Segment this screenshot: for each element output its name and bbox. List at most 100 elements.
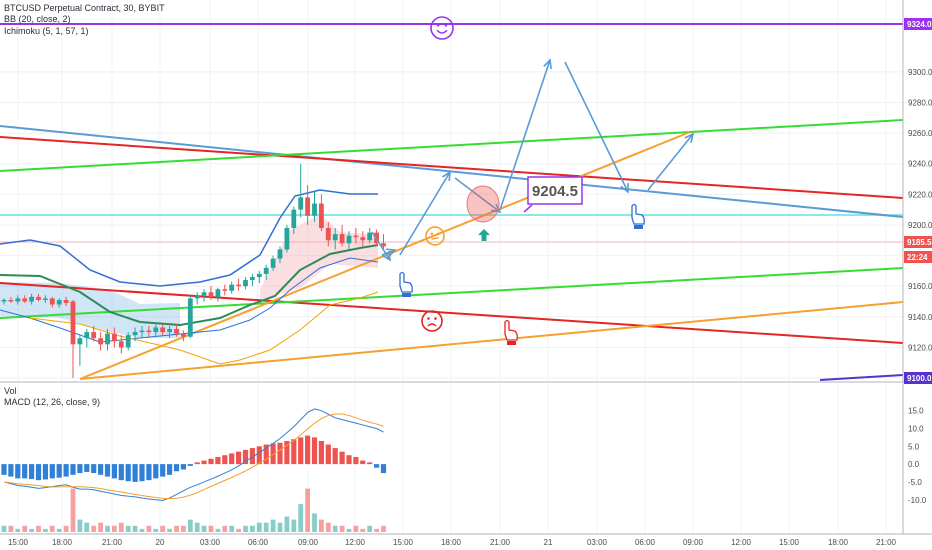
forecast-arrow: [381, 249, 396, 256]
pointing-hand-icon: [504, 319, 518, 341]
price-tag-last-label: 9185.5: [907, 238, 932, 247]
time-tick-label: 18:00: [441, 538, 462, 547]
time-tick-label: 09:00: [298, 538, 319, 547]
orange-lower-trend: [79, 301, 904, 380]
macd-histogram-bar: [63, 464, 69, 477]
macd-histogram-bar: [256, 446, 262, 465]
arrow-head: [442, 170, 451, 182]
price-tag-last: [904, 236, 932, 248]
time-tick-label: 15:00: [779, 538, 800, 547]
volume-bar: [201, 525, 207, 532]
volume-bar: [360, 528, 366, 532]
volume-bar: [91, 525, 97, 532]
macd-histogram-bar: [91, 464, 97, 474]
volume-bar: [98, 522, 103, 532]
volume-bar: [63, 525, 69, 532]
arrow-head: [385, 248, 397, 258]
price-tag-countdown-label: 22:24: [907, 253, 928, 262]
volume-bar: [187, 519, 193, 532]
candle-body: [29, 296, 34, 302]
candle-body: [181, 333, 186, 337]
price-tick-label: 9300.0: [908, 68, 932, 77]
volume-bar: [298, 504, 304, 532]
volume-bars: [1, 488, 386, 532]
macd-legend[interactable]: MACD (12, 26, close, 9): [4, 397, 101, 407]
price-tick-label: 9280.0: [908, 99, 932, 108]
volume-bar: [243, 525, 248, 532]
candle-body: [360, 237, 366, 241]
macd-histogram-bar: [22, 464, 28, 479]
ichimoku-lagging: [29, 291, 379, 365]
candle-body: [167, 329, 172, 333]
time-tick-label: 12:00: [731, 538, 752, 547]
volume-bar: [339, 525, 345, 532]
candlesticks: [1, 163, 386, 378]
candle-body: [8, 299, 14, 302]
macd-histogram-bar: [160, 464, 166, 477]
volume-bar: [49, 525, 55, 532]
macd-histogram-bar: [367, 462, 373, 465]
price-tick-label: 9160.0: [908, 282, 932, 291]
macd-histogram-bar: [146, 464, 152, 481]
ichimoku-legend[interactable]: Ichimoku (5, 1, 57, 1): [4, 26, 89, 36]
macd-histogram-bar: [242, 449, 249, 465]
green-channel-bottom: [0, 267, 904, 319]
macd-histogram-bar: [125, 464, 131, 482]
macd-histogram-bar: [346, 455, 352, 465]
trend-lines: [0, 23, 904, 381]
candle-body: [353, 235, 359, 238]
candle-body: [229, 284, 235, 291]
symbol-legend[interactable]: BTCUSD Perpetual Contract, 30, BYBIT: [4, 3, 165, 13]
candle-body: [1, 299, 7, 302]
candle-body: [70, 301, 76, 345]
pointing-hand-icon: [399, 271, 413, 293]
arrow-head: [620, 182, 629, 194]
price-tag-countdown: [904, 251, 932, 263]
smiley-icon-eye: [444, 23, 448, 27]
time-tick-label: 03:00: [587, 538, 608, 547]
volume-bar: [139, 528, 145, 532]
candle-body: [194, 295, 200, 299]
candle-body: [208, 292, 214, 297]
candle-body: [187, 298, 193, 337]
green-channel-top: [0, 119, 904, 172]
price-tag-bottom-label: 9100.0: [907, 374, 932, 383]
candle-body: [263, 267, 269, 274]
macd-histogram-bar: [194, 462, 200, 465]
candle-body: [146, 330, 152, 333]
volume-bar: [222, 525, 228, 532]
volume-legend[interactable]: Vol: [4, 386, 17, 396]
volume-bar: [332, 525, 338, 532]
candle-body: [325, 228, 331, 241]
macd-histogram-bar: [118, 464, 124, 481]
candle-body: [125, 335, 131, 348]
candle-body: [160, 327, 166, 333]
macd-histogram-bar: [380, 464, 387, 474]
sad-face-icon-mouth: [427, 323, 437, 327]
candle-body: [236, 284, 241, 287]
red-channel-top: [0, 136, 904, 199]
sad-face-icon: [421, 310, 443, 332]
volume-bar: [291, 519, 297, 532]
candle-body: [270, 258, 276, 268]
macd-histogram-bar: [1, 464, 7, 475]
volume-bar: [22, 525, 28, 532]
macd-histogram-bar: [305, 435, 311, 465]
volume-bar: [125, 525, 131, 532]
macd-histogram-bar: [270, 443, 276, 465]
sad-face-icon-eye: [434, 317, 437, 320]
macd-histogram-bar: [236, 451, 242, 465]
bb-legend[interactable]: BB (20, close, 2): [4, 14, 71, 24]
forecast-arrow: [499, 59, 551, 211]
macd-histogram-bar: [173, 464, 180, 472]
candle-body: [222, 289, 228, 291]
volume-bar: [305, 488, 310, 532]
time-tick-label: 12:00: [345, 538, 366, 547]
volume-bar: [325, 522, 331, 532]
arrow-head: [684, 132, 695, 143]
purple-support: [819, 374, 904, 381]
candle-body: [112, 333, 117, 342]
macd-histogram-bar: [318, 440, 324, 465]
